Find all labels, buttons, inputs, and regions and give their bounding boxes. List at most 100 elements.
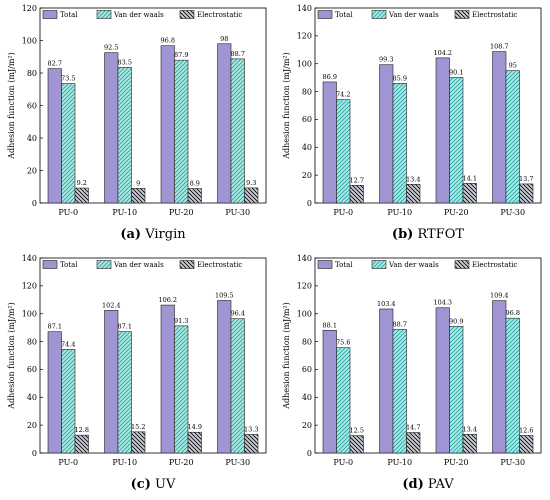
panel-caption: (a) Virgin — [120, 227, 186, 242]
y-tick-label: 40 — [302, 393, 312, 402]
y-tick-label: 0 — [32, 199, 37, 208]
data-label-electrostatic: 15.2 — [131, 423, 145, 431]
legend-swatch-vdw — [96, 260, 112, 269]
y-tick-label: 60 — [27, 101, 37, 110]
x-category-label: PU-30 — [500, 208, 525, 217]
panel-caption: (d) PAV — [402, 477, 454, 492]
bar-vdw — [449, 326, 464, 454]
legend-swatch-total — [42, 10, 58, 19]
y-tick-label: 0 — [32, 449, 37, 458]
y-tick-label: 80 — [302, 337, 312, 346]
bar-electrostatic — [131, 188, 146, 204]
y-tick-label: 100 — [22, 36, 37, 45]
bar-vdw — [230, 318, 245, 454]
data-label-total: 92.5 — [104, 44, 118, 52]
bar-electrostatic — [462, 434, 477, 454]
bar-total — [322, 329, 337, 454]
panel-caption: (b) RTFOT — [392, 227, 464, 242]
legend-label-electrostatic: Electrostatic — [197, 11, 242, 19]
bar-vdw — [505, 70, 520, 204]
bar-total — [217, 300, 232, 454]
bar-electrostatic — [74, 434, 89, 454]
y-tick-label: 80 — [27, 69, 37, 78]
data-label-electrostatic: 13.4 — [463, 425, 477, 433]
data-label-total: 87.1 — [48, 323, 62, 331]
data-label-vdw: 83.5 — [118, 58, 132, 66]
bar-total — [492, 300, 507, 454]
y-tick-label: 120 — [297, 32, 312, 41]
data-label-total: 96.8 — [161, 37, 175, 45]
caption-name: RTFOT — [417, 227, 464, 242]
data-label-vdw: 87.9 — [174, 51, 188, 59]
legend-swatch-vdw — [96, 10, 112, 19]
x-category-label: PU-0 — [58, 458, 78, 467]
bar-total — [217, 43, 232, 204]
y-tick-label: 0 — [307, 199, 312, 208]
legend-label-vdw: Van der waals — [388, 11, 439, 19]
data-label-electrostatic: 12.7 — [350, 176, 364, 184]
y-tick-label: 80 — [302, 87, 312, 96]
data-label-electrostatic: 14.9 — [188, 423, 202, 431]
data-label-electrostatic: 9 — [136, 179, 140, 187]
data-label-total: 86.9 — [323, 73, 337, 81]
bar-total — [492, 51, 507, 204]
panel-caption: (c) UV — [131, 477, 176, 492]
bar-vdw — [230, 58, 245, 204]
chart-rtfot: 0 20 40 60 80 100 120 140 Adhesion function (mJ/… — [282, 4, 542, 242]
data-label-electrostatic: 12.8 — [75, 426, 89, 434]
bar-vdw — [505, 317, 520, 454]
x-category-label: PU-10 — [387, 208, 412, 217]
data-label-total: 98 — [220, 35, 228, 43]
bar-vdw — [61, 349, 76, 454]
legend-label-total: Total — [335, 261, 353, 269]
x-category-label: PU-20 — [444, 458, 469, 467]
data-label-total: 99.3 — [379, 56, 393, 64]
chart-panel-pav: 0 20 40 60 80 100 120 140 Adhesion function (mJ/… — [275, 250, 550, 500]
x-category-label: PU-20 — [169, 208, 194, 217]
caption-letter: (b) — [392, 227, 413, 242]
bar-vdw — [392, 329, 407, 454]
y-tick-label: 60 — [302, 115, 312, 124]
y-axis-label: Adhesion function (mJ/m²) — [7, 302, 16, 410]
bar-electrostatic — [131, 431, 146, 454]
y-tick-label: 140 — [297, 4, 312, 13]
y-tick-label: 40 — [27, 134, 37, 143]
data-label-total: 109.4 — [490, 292, 509, 300]
data-label-total: 108.7 — [490, 43, 509, 51]
caption-name: Virgin — [144, 227, 186, 242]
legend-swatch-total — [317, 10, 333, 19]
data-label-vdw: 96.4 — [231, 310, 245, 318]
data-label-vdw: 88.7 — [231, 50, 245, 58]
bar-electrostatic — [462, 183, 477, 204]
data-label-vdw: 90.1 — [449, 69, 463, 77]
data-label-electrostatic: 13.4 — [406, 175, 420, 183]
bar-electrostatic — [519, 183, 534, 204]
data-label-vdw: 88.7 — [393, 320, 407, 328]
legend-label-vdw: Van der waals — [113, 261, 164, 269]
legend-swatch-total — [42, 260, 58, 269]
bar-vdw — [117, 331, 132, 454]
data-label-vdw: 74.4 — [61, 340, 75, 348]
legend-label-electrostatic: Electrostatic — [472, 261, 517, 269]
legend-label-total: Total — [60, 11, 78, 19]
data-label-electrostatic: 13.7 — [519, 175, 533, 183]
x-category-label: PU-0 — [58, 208, 78, 217]
bar-total — [160, 304, 175, 454]
y-tick-label: 120 — [22, 282, 37, 291]
legend-label-total: Total — [335, 11, 353, 19]
data-label-electrostatic: 12.5 — [350, 427, 364, 435]
y-tick-label: 120 — [297, 282, 312, 291]
legend-swatch-total — [317, 260, 333, 269]
bar-vdw — [117, 67, 132, 204]
chart-panel-rtfot: 0 20 40 60 80 100 120 140 Adhesion function (mJ/… — [275, 0, 550, 250]
x-category-label: PU-30 — [225, 458, 250, 467]
data-label-total: 103.4 — [377, 300, 396, 308]
data-label-vdw: 91.3 — [174, 317, 188, 325]
bar-electrostatic — [244, 187, 259, 204]
bar-vdw — [392, 83, 407, 204]
y-tick-label: 140 — [297, 254, 312, 263]
y-tick-label: 100 — [297, 60, 312, 69]
bar-total — [47, 68, 62, 204]
bar-vdw — [336, 99, 351, 204]
x-category-label: PU-30 — [225, 208, 250, 217]
